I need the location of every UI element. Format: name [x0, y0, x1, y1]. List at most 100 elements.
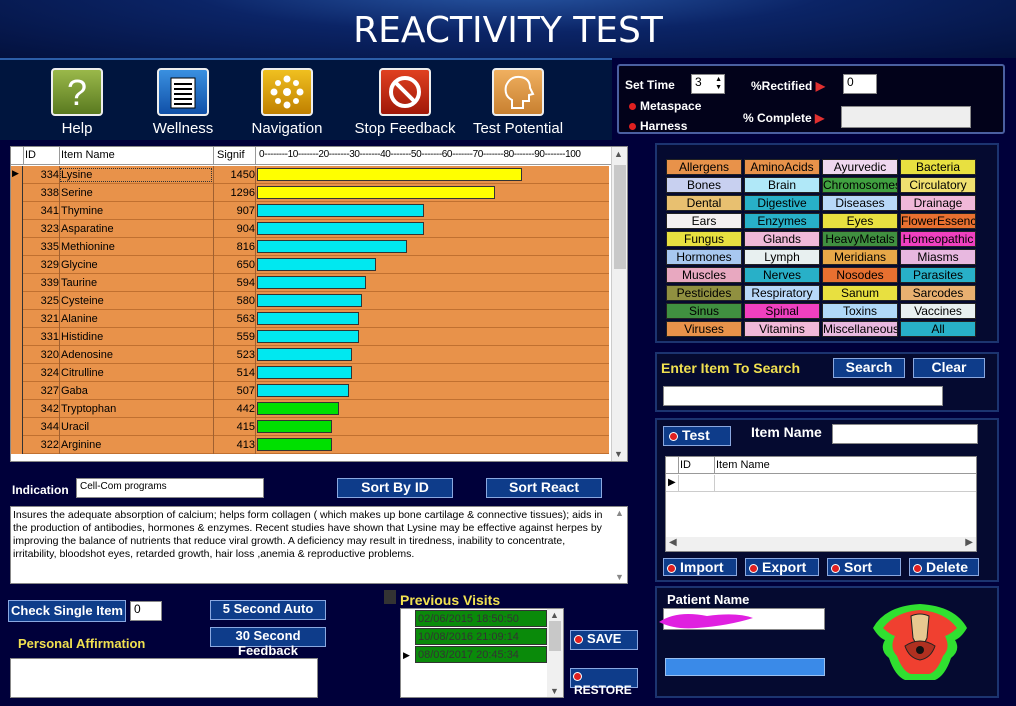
- table-row[interactable]: 320 Adenosine 523: [11, 346, 609, 364]
- category-diseases-button[interactable]: Diseases: [822, 195, 898, 211]
- category-fungus-button[interactable]: Fungus: [666, 231, 742, 247]
- sort-by-id-button[interactable]: Sort By ID: [337, 478, 453, 498]
- visit-row[interactable]: 08/03/2017 20:45:34: [415, 646, 547, 663]
- row-selector[interactable]: [11, 364, 23, 382]
- category-glands-button[interactable]: Glands: [744, 231, 820, 247]
- wellness-button[interactable]: Wellness: [128, 68, 238, 144]
- category-heavymetals-button[interactable]: HeavyMetals: [822, 231, 898, 247]
- table-row[interactable]: 335 Methionine 816: [11, 238, 609, 256]
- personal-affirmation-field[interactable]: [10, 658, 318, 698]
- category-vaccines-button[interactable]: Vaccines: [900, 303, 976, 319]
- row-selector[interactable]: [11, 310, 23, 328]
- category-bacteria-button[interactable]: Bacteria: [900, 159, 976, 175]
- col-id-header[interactable]: ID: [25, 149, 36, 161]
- scroll-up-icon[interactable]: ▲: [614, 149, 623, 159]
- category-circulatory-button[interactable]: Circulatory: [900, 177, 976, 193]
- five-second-auto-button[interactable]: 5 Second Auto: [210, 600, 326, 620]
- description-scrollbar[interactable]: ▲ ▼: [612, 508, 626, 582]
- previous-visits-list[interactable]: 02/06/2015 18:50:50 10/08/2016 21:09:14 …: [400, 608, 564, 698]
- search-input[interactable]: [663, 386, 943, 406]
- row-selector[interactable]: [11, 418, 23, 436]
- table-row[interactable]: 331 Histidine 559: [11, 328, 609, 346]
- scroll-up-icon[interactable]: ▲: [615, 508, 624, 518]
- visit-row[interactable]: 02/06/2015 18:50:50: [415, 610, 547, 627]
- scroll-thumb[interactable]: [549, 621, 561, 651]
- table-row[interactable]: 344 Uracil 415: [11, 418, 609, 436]
- col-name-header[interactable]: Item Name: [716, 459, 770, 471]
- row-selector[interactable]: [11, 184, 23, 202]
- row-selector[interactable]: [11, 436, 23, 454]
- harness-option[interactable]: Harness: [629, 119, 687, 133]
- indication-field[interactable]: Cell-Com programs: [76, 478, 264, 498]
- restore-button[interactable]: RESTORE: [570, 668, 638, 697]
- col-signif-header[interactable]: Signif: [217, 149, 245, 161]
- check-single-item-field[interactable]: 0: [130, 601, 162, 621]
- category-homeopathic-button[interactable]: Homeopathic: [900, 231, 976, 247]
- category-viruses-button[interactable]: Viruses: [666, 321, 742, 337]
- category-all-button[interactable]: All: [900, 321, 976, 337]
- table-row[interactable]: 324 Citrulline 514: [11, 364, 609, 382]
- category-eyes-button[interactable]: Eyes: [822, 213, 898, 229]
- row-selector[interactable]: [11, 382, 23, 400]
- category-dental-button[interactable]: Dental: [666, 195, 742, 211]
- category-nerves-button[interactable]: Nerves: [744, 267, 820, 283]
- category-lymph-button[interactable]: Lymph: [744, 249, 820, 265]
- category-ayurvedic-button[interactable]: Ayurvedic: [822, 159, 898, 175]
- scroll-right-icon[interactable]: ▶: [965, 537, 973, 548]
- category-allergens-button[interactable]: Allergens: [666, 159, 742, 175]
- table-row[interactable]: 323 Asparatine 904: [11, 220, 609, 238]
- category-spinal-button[interactable]: Spinal: [744, 303, 820, 319]
- category-vitamins-button[interactable]: Vitamins: [744, 321, 820, 337]
- category-bones-button[interactable]: Bones: [666, 177, 742, 193]
- category-digestive-button[interactable]: Digestive: [744, 195, 820, 211]
- row-selector[interactable]: [11, 274, 23, 292]
- category-sinus-button[interactable]: Sinus: [666, 303, 742, 319]
- col-id-header[interactable]: ID: [680, 459, 691, 471]
- category-ears-button[interactable]: Ears: [666, 213, 742, 229]
- row-selector[interactable]: [11, 400, 23, 418]
- visits-scrollbar[interactable]: ▲ ▼: [547, 609, 563, 697]
- check-single-item-button[interactable]: Check Single Item: [8, 600, 126, 622]
- row-selector[interactable]: [11, 202, 23, 220]
- table-row[interactable]: 339 Taurine 594: [11, 274, 609, 292]
- scroll-down-icon[interactable]: ▼: [550, 686, 559, 696]
- item-name-field[interactable]: [832, 424, 978, 444]
- test-button[interactable]: Test: [663, 426, 731, 446]
- row-selector[interactable]: [11, 346, 23, 364]
- metaspace-option[interactable]: Metaspace: [629, 99, 701, 113]
- category-chromosomes-button[interactable]: Chromosomes: [822, 177, 898, 193]
- table-row[interactable]: 338 Serine 1296: [11, 184, 609, 202]
- table-row[interactable]: 329 Glycine 650: [11, 256, 609, 274]
- table-row[interactable]: ▶ 334 Lysine 1450: [11, 166, 609, 184]
- scroll-up-icon[interactable]: ▲: [550, 610, 559, 620]
- category-miasms-button[interactable]: Miasms: [900, 249, 976, 265]
- test-list-hscroll[interactable]: ◀ ▶: [666, 537, 976, 551]
- row-selector[interactable]: [11, 238, 23, 256]
- category-brain-button[interactable]: Brain: [744, 177, 820, 193]
- category-nosodes-button[interactable]: Nosodes: [822, 267, 898, 283]
- sort-react-button[interactable]: Sort React: [486, 478, 602, 498]
- category-aminoacids-button[interactable]: AminoAcids: [744, 159, 820, 175]
- table-row[interactable]: 327 Gaba 507: [11, 382, 609, 400]
- import-button[interactable]: Import: [663, 558, 737, 576]
- category-pesticides-button[interactable]: Pesticides: [666, 285, 742, 301]
- test-list-row[interactable]: ▶: [666, 475, 976, 492]
- test-list[interactable]: ID Item Name ▶ ◀ ▶: [665, 456, 977, 552]
- results-grid[interactable]: ID Item Name Signif 0--------10-------20…: [10, 146, 628, 462]
- sort-button[interactable]: Sort: [827, 558, 901, 576]
- category-parasites-button[interactable]: Parasites: [900, 267, 976, 283]
- category-miscellaneous-button[interactable]: Miscellaneous: [822, 321, 898, 337]
- grid-scrollbar[interactable]: ▲ ▼: [611, 147, 627, 461]
- save-button[interactable]: SAVE: [570, 630, 638, 650]
- category-drainage-button[interactable]: Drainage: [900, 195, 976, 211]
- export-button[interactable]: Export: [745, 558, 819, 576]
- set-time-stepper[interactable]: 3 ▲ ▼: [691, 74, 725, 94]
- category-hormones-button[interactable]: Hormones: [666, 249, 742, 265]
- category-floweressence-button[interactable]: FlowerEssence: [900, 213, 976, 229]
- row-selector[interactable]: [11, 292, 23, 310]
- navigation-button[interactable]: Navigation: [232, 68, 342, 144]
- rectified-field[interactable]: 0: [843, 74, 877, 94]
- clear-button[interactable]: Clear: [913, 358, 985, 378]
- delete-button[interactable]: Delete: [909, 558, 979, 576]
- row-selector[interactable]: ▶: [11, 166, 23, 184]
